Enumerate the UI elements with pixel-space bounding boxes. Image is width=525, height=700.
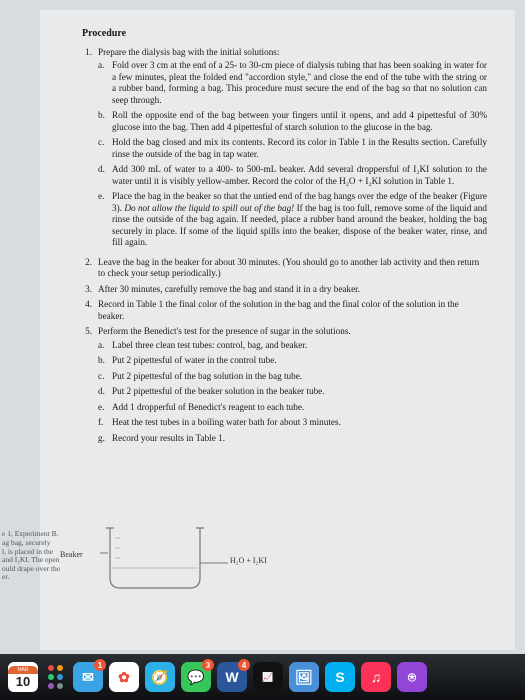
sub-step: e.Place the bag in the beaker so that th… bbox=[98, 191, 487, 249]
sub-step: b.Put 2 pipettesful of water in the cont… bbox=[98, 355, 487, 367]
stocks-icon[interactable]: 📈 bbox=[253, 662, 283, 692]
step-body: Record in Table 1 the final color of the… bbox=[98, 299, 487, 322]
photos-icon[interactable]: ✿ bbox=[109, 662, 139, 692]
sub-text: Place the bag in the beaker so that the … bbox=[112, 191, 487, 249]
sub-letter: e. bbox=[98, 402, 112, 414]
mail-icon[interactable]: ✉1 bbox=[73, 662, 103, 692]
sub-step: c.Put 2 pipettesful of the bag solution … bbox=[98, 371, 487, 383]
document-page: Procedure 1.Prepare the dialysis bag wit… bbox=[40, 10, 515, 650]
step-body: After 30 minutes, carefully remove the b… bbox=[98, 284, 487, 296]
sub-letter: f. bbox=[98, 417, 112, 429]
sub-text: Fold over 3 cm at the end of a 25- to 30… bbox=[112, 60, 487, 106]
procedure-step: 5.Perform the Benedict's test for the pr… bbox=[82, 326, 487, 448]
sub-text: Put 2 pipettesful of the bag solution in… bbox=[112, 371, 487, 383]
step-text: Leave the bag in the beaker for about 30… bbox=[98, 257, 487, 280]
sub-text: Label three clean test tubes: control, b… bbox=[112, 340, 487, 352]
sub-step: a.Fold over 3 cm at the end of a 25- to … bbox=[98, 60, 487, 106]
step-text: After 30 minutes, carefully remove the b… bbox=[98, 284, 487, 296]
step-number: 3. bbox=[82, 284, 98, 296]
step-text: Record in Table 1 the final color of the… bbox=[98, 299, 487, 322]
sub-text: Put 2 pipettesful of water in the contro… bbox=[112, 355, 487, 367]
word-icon[interactable]: W4 bbox=[217, 662, 247, 692]
sub-letter: b. bbox=[98, 355, 112, 367]
sub-step: g.Record your results in Table 1. bbox=[98, 433, 487, 445]
sub-letter: c. bbox=[98, 137, 112, 160]
procedure-step: 3.After 30 minutes, carefully remove the… bbox=[82, 284, 487, 296]
sub-step: d.Put 2 pipettesful of the beaker soluti… bbox=[98, 386, 487, 398]
sub-step: c.Hold the bag closed and mix its conten… bbox=[98, 137, 487, 160]
sub-letter: d. bbox=[98, 164, 112, 187]
step-number: 1. bbox=[82, 47, 98, 253]
itunes-icon[interactable]: ♫ bbox=[361, 662, 391, 692]
sub-step: d.Add 300 mL of water to a 400- to 500-m… bbox=[98, 164, 487, 187]
messages-icon[interactable]: 💬3 bbox=[181, 662, 211, 692]
safari-icon[interactable]: 🧭 bbox=[145, 662, 175, 692]
step-text: Prepare the dialysis bag with the initia… bbox=[98, 47, 487, 59]
skype-icon[interactable]: S bbox=[325, 662, 355, 692]
sub-text: Add 1 dropperful of Benedict's reagent t… bbox=[112, 402, 487, 414]
sub-letter: b. bbox=[98, 110, 112, 133]
sub-text: Record your results in Table 1. bbox=[112, 433, 487, 445]
step-number: 2. bbox=[82, 257, 98, 280]
italic-note: Do not allow the liquid to spill out of … bbox=[124, 203, 294, 213]
step-number: 5. bbox=[82, 326, 98, 448]
beaker-label: Beaker bbox=[60, 550, 83, 560]
step-number: 4. bbox=[82, 299, 98, 322]
macos-dock: MAR 10 ✉1 ✿ 🧭 💬3 W4 📈 🖼 S ♫ ⍟ bbox=[0, 654, 525, 700]
procedure-step: 2.Leave the bag in the beaker for about … bbox=[82, 257, 487, 280]
sub-letter: c. bbox=[98, 371, 112, 383]
sub-step: f.Heat the test tubes in a boiling water… bbox=[98, 417, 487, 429]
step-body: Prepare the dialysis bag with the initia… bbox=[98, 47, 487, 253]
procedure-heading: Procedure bbox=[82, 28, 487, 41]
sub-letter: a. bbox=[98, 340, 112, 352]
procedure-step: 1.Prepare the dialysis bag with the init… bbox=[82, 47, 487, 253]
sub-text: Put 2 pipettesful of the beaker solution… bbox=[112, 386, 487, 398]
podcasts-icon[interactable]: ⍟ bbox=[397, 662, 427, 692]
preview-icon[interactable]: 🖼 bbox=[289, 662, 319, 692]
sub-letter: e. bbox=[98, 191, 112, 249]
step-body: Perform the Benedict's test for the pres… bbox=[98, 326, 487, 448]
sub-step: e.Add 1 dropperful of Benedict's reagent… bbox=[98, 402, 487, 414]
beaker-figure bbox=[100, 523, 230, 597]
sub-letter: a. bbox=[98, 60, 112, 106]
sub-text: Roll the opposite end of the bag between… bbox=[112, 110, 487, 133]
solution-label: H₂O + I₂KI bbox=[230, 556, 267, 566]
sub-step: a.Label three clean test tubes: control,… bbox=[98, 340, 487, 352]
sub-text: Hold the bag closed and mix its contents… bbox=[112, 137, 487, 160]
launchpad-icon[interactable] bbox=[48, 665, 63, 689]
sub-letter: d. bbox=[98, 386, 112, 398]
sub-text: Add 300 mL of water to a 400- to 500-mL … bbox=[112, 164, 487, 187]
sub-step: b.Roll the opposite end of the bag betwe… bbox=[98, 110, 487, 133]
step-body: Leave the bag in the beaker for about 30… bbox=[98, 257, 487, 280]
calendar-icon[interactable]: MAR 10 bbox=[8, 662, 38, 692]
step-text: Perform the Benedict's test for the pres… bbox=[98, 326, 487, 338]
procedure-step: 4.Record in Table 1 the final color of t… bbox=[82, 299, 487, 322]
sub-letter: g. bbox=[98, 433, 112, 445]
sub-text: Heat the test tubes in a boiling water b… bbox=[112, 417, 487, 429]
